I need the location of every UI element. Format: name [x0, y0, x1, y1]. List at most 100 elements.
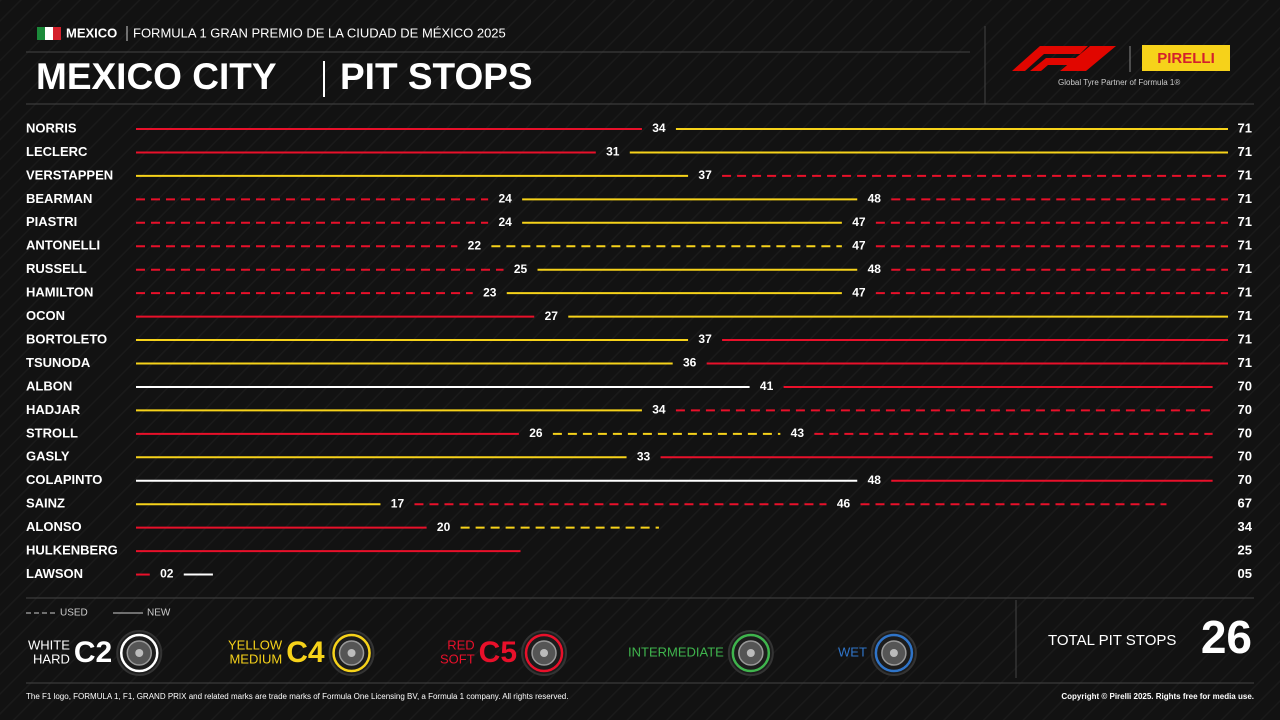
- driver-name: TSUNODA: [26, 355, 91, 370]
- stop-lap: 46: [837, 496, 851, 510]
- tagline: Global Tyre Partner of Formula 1®: [1058, 78, 1180, 87]
- country: MEXICO: [66, 25, 117, 40]
- stop-lap: 33: [637, 449, 651, 463]
- tyre-code: C5: [479, 636, 517, 669]
- finish-lap: 71: [1238, 285, 1252, 300]
- finish-lap: 70: [1238, 449, 1252, 464]
- stop-lap: 26: [529, 426, 543, 440]
- stop-lap: 34: [652, 121, 666, 135]
- stop-lap: 47: [852, 238, 866, 252]
- finish-lap: 67: [1238, 496, 1252, 511]
- title: MEXICO CITY: [36, 56, 277, 97]
- stop-lap: 37: [698, 332, 712, 346]
- total-label: TOTAL PIT STOPS: [1048, 632, 1176, 649]
- driver-name: LAWSON: [26, 566, 83, 581]
- stop-lap: 48: [868, 473, 882, 487]
- tyre-band: [332, 633, 371, 673]
- stop-lap: 24: [498, 215, 512, 229]
- tyre-label: WET: [838, 644, 867, 659]
- stop-lap: 36: [683, 356, 697, 370]
- tyre-label: WHITE: [28, 637, 70, 652]
- f1-logo: [1012, 46, 1116, 71]
- stop-lap: 41: [760, 379, 774, 393]
- finish-lap: 05: [1238, 566, 1252, 581]
- stop-lap: 02: [160, 567, 174, 581]
- finish-lap: 34: [1238, 519, 1253, 534]
- driver-name: HAMILTON: [26, 285, 93, 300]
- driver-name: LECLERC: [26, 144, 88, 159]
- total-value: 26: [1201, 611, 1252, 663]
- stop-lap: 48: [868, 262, 882, 276]
- driver-name: HULKENBERG: [26, 543, 118, 558]
- tyre-band: [731, 633, 771, 673]
- stop-lap: 22: [468, 238, 482, 252]
- stop-lap: 34: [652, 403, 666, 417]
- stop-lap: 24: [498, 192, 512, 206]
- stop-lap: 17: [391, 496, 405, 510]
- subtitle: PIT STOPS: [340, 56, 533, 97]
- driver-name: GASLY: [26, 449, 70, 464]
- tyre-label: YELLOW: [228, 637, 283, 652]
- finish-lap: 71: [1238, 261, 1252, 276]
- finish-lap: 71: [1238, 120, 1252, 135]
- copyright: Copyright © Pirelli 2025. Rights free fo…: [1061, 692, 1254, 701]
- disclaimer: The F1 logo, FORMULA 1, F1, GRAND PRIX a…: [26, 692, 568, 701]
- tyre-label: RED: [447, 637, 474, 652]
- driver-name: SAINZ: [26, 496, 65, 511]
- stop-lap: 23: [483, 285, 497, 299]
- finish-lap: 71: [1238, 238, 1252, 253]
- tyre-hub: [540, 649, 549, 657]
- tyre-hub: [889, 649, 898, 657]
- driver-name: ANTONELLI: [26, 238, 100, 253]
- driver-name: OCON: [26, 308, 65, 323]
- tyre-label: INTERMEDIATE: [628, 644, 724, 659]
- driver-name: ALONSO: [26, 519, 82, 534]
- driver-name: BEARMAN: [26, 191, 92, 206]
- driver-name: NORRIS: [26, 120, 77, 135]
- finish-lap: 71: [1238, 331, 1252, 346]
- stop-lap: 37: [698, 168, 712, 182]
- pirelli-logo: PIRELLI: [1157, 50, 1215, 67]
- tyre-label: HARD: [33, 651, 70, 666]
- driver-name: STROLL: [26, 425, 78, 440]
- tyre-label: SOFT: [440, 651, 475, 666]
- tyre-hub: [746, 649, 755, 657]
- driver-name: HADJAR: [26, 402, 81, 417]
- finish-lap: 71: [1238, 214, 1252, 229]
- driver-name: RUSSELL: [26, 261, 87, 276]
- driver-name: COLAPINTO: [26, 472, 102, 487]
- legend-used: USED: [60, 608, 88, 619]
- finish-lap: 25: [1238, 543, 1252, 558]
- tyre-label: MEDIUM: [229, 651, 282, 666]
- driver-name: PIASTRI: [26, 214, 77, 229]
- event: FORMULA 1 GRAN PREMIO DE LA CIUDAD DE MÉ…: [133, 25, 506, 40]
- tyre-band: [120, 633, 159, 673]
- tyre-hub: [347, 649, 356, 657]
- stop-lap: 47: [852, 215, 866, 229]
- driver-name: ALBON: [26, 378, 72, 393]
- tyre-band: [874, 633, 914, 673]
- driver-name: VERSTAPPEN: [26, 167, 113, 182]
- pirelli-box: [1142, 45, 1230, 71]
- strategy-chart: NORRIS 34 71 LECLERC 31 71 VERSTAPPEN 37 71 BEARM…: [26, 120, 1253, 581]
- driver-name: BORTOLETO: [26, 331, 107, 346]
- finish-lap: 70: [1238, 378, 1252, 393]
- tyre-band: [524, 633, 564, 673]
- stop-lap: 25: [514, 262, 528, 276]
- stop-lap: 48: [868, 192, 882, 206]
- tyre-code: C2: [74, 636, 112, 669]
- stop-lap: 43: [791, 426, 805, 440]
- stop-lap: 47: [852, 285, 866, 299]
- finish-lap: 71: [1238, 167, 1252, 182]
- stop-lap: 31: [606, 145, 620, 159]
- tyre-code: C4: [286, 636, 325, 669]
- finish-lap: 71: [1238, 355, 1252, 370]
- finish-lap: 71: [1238, 191, 1252, 206]
- stop-lap: 27: [545, 309, 559, 323]
- stop-lap: 20: [437, 520, 451, 534]
- finish-lap: 70: [1238, 472, 1252, 487]
- finish-lap: 70: [1238, 425, 1252, 440]
